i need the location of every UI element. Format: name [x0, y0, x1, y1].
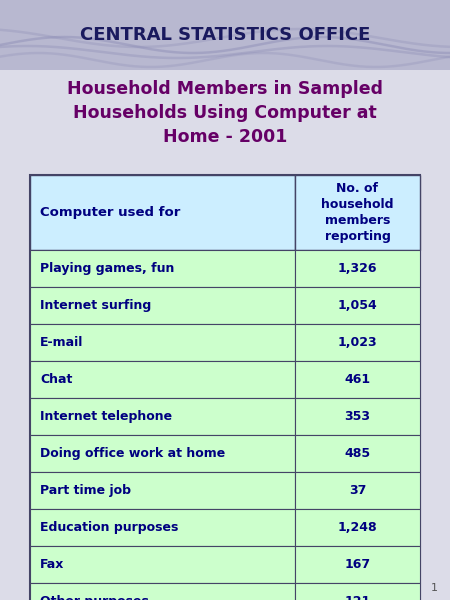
- Text: 1: 1: [431, 583, 438, 593]
- Text: 1,248: 1,248: [338, 521, 377, 534]
- Text: 461: 461: [344, 373, 370, 386]
- Bar: [30, 175, 295, 250]
- Text: Household Members in Sampled
Households Using Computer at
Home - 2001: Household Members in Sampled Households …: [67, 80, 383, 146]
- Text: CENTRAL STATISTICS OFFICE: CENTRAL STATISTICS OFFICE: [80, 26, 370, 44]
- Bar: [30, 435, 295, 472]
- Text: No. of
household
members
reporting: No. of household members reporting: [321, 182, 394, 243]
- Text: Doing office work at home: Doing office work at home: [40, 447, 225, 460]
- Text: Part time job: Part time job: [40, 484, 131, 497]
- Text: Fax: Fax: [40, 558, 64, 571]
- Text: 167: 167: [344, 558, 370, 571]
- Bar: [30, 287, 295, 324]
- Bar: [295, 472, 420, 509]
- Bar: [30, 472, 295, 509]
- Text: Other purposes: Other purposes: [40, 595, 149, 600]
- Bar: [30, 250, 295, 287]
- Bar: [30, 175, 420, 600]
- Bar: [295, 324, 420, 361]
- Bar: [295, 175, 420, 250]
- Text: 1,326: 1,326: [338, 262, 377, 275]
- Bar: [295, 361, 420, 398]
- Bar: [295, 583, 420, 600]
- Text: Internet surfing: Internet surfing: [40, 299, 151, 312]
- Text: 121: 121: [344, 595, 371, 600]
- Text: Chat: Chat: [40, 373, 72, 386]
- Bar: [295, 287, 420, 324]
- Bar: [30, 361, 295, 398]
- Bar: [295, 509, 420, 546]
- Bar: [30, 509, 295, 546]
- Text: 485: 485: [344, 447, 370, 460]
- Text: Internet telephone: Internet telephone: [40, 410, 172, 423]
- Text: Computer used for: Computer used for: [40, 206, 180, 219]
- Text: Playing games, fun: Playing games, fun: [40, 262, 175, 275]
- Text: 1,023: 1,023: [338, 336, 377, 349]
- Text: Education purposes: Education purposes: [40, 521, 178, 534]
- Bar: [30, 324, 295, 361]
- Text: 1,054: 1,054: [338, 299, 378, 312]
- Bar: [295, 546, 420, 583]
- Bar: [0, 0, 450, 70]
- Bar: [295, 435, 420, 472]
- Bar: [30, 398, 295, 435]
- Text: 353: 353: [345, 410, 370, 423]
- Bar: [30, 583, 295, 600]
- Bar: [30, 546, 295, 583]
- Bar: [295, 250, 420, 287]
- Text: E-mail: E-mail: [40, 336, 83, 349]
- Bar: [295, 398, 420, 435]
- Text: 37: 37: [349, 484, 366, 497]
